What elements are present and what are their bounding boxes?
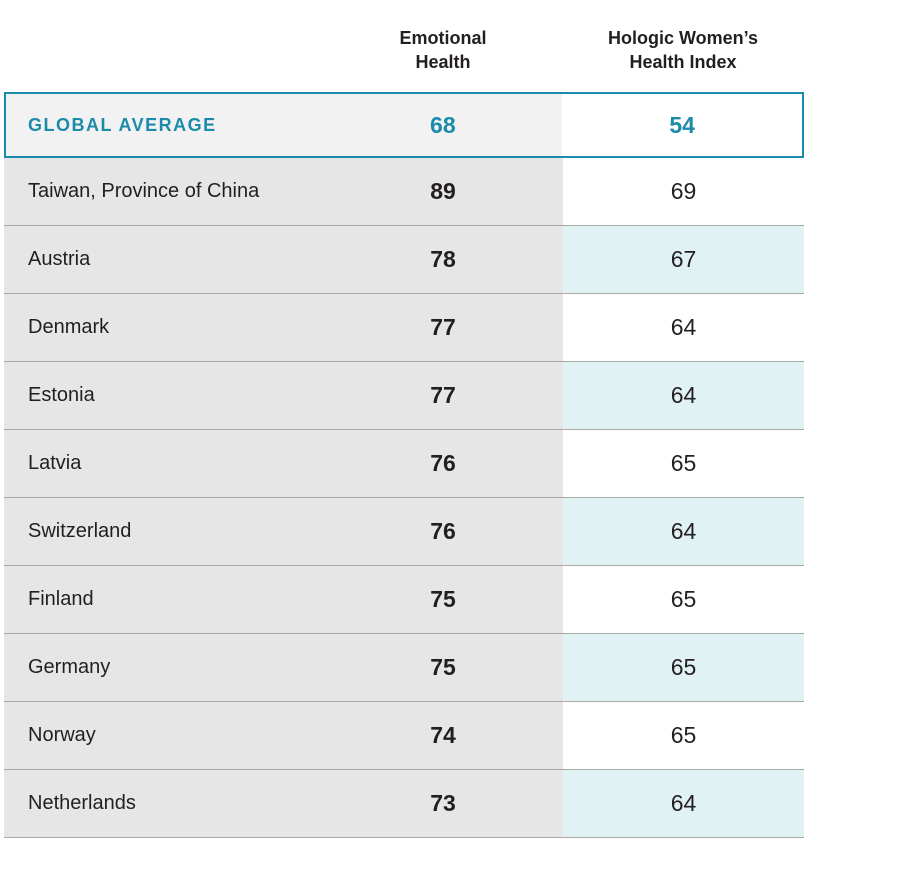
column-header-line: Health Index — [629, 52, 737, 72]
hwhi-value: 65 — [563, 634, 804, 701]
country-name: Netherlands — [4, 770, 323, 837]
hwhi-value: 64 — [563, 770, 804, 837]
emotional-health-value: 77 — [323, 294, 563, 361]
emotional-health-value: 77 — [323, 362, 563, 429]
table-row: Norway 74 65 — [4, 702, 804, 770]
column-header-line: Hologic Women’s — [607, 28, 758, 48]
country-name: Austria — [4, 226, 323, 293]
column-header-line: Emotional — [399, 28, 487, 48]
country-name: Germany — [4, 634, 323, 701]
hwhi-value: 64 — [563, 362, 804, 429]
hwhi-value: 64 — [563, 498, 804, 565]
table-row: Estonia 77 64 — [4, 362, 804, 430]
global-average-emotional-health: 68 — [323, 94, 563, 156]
country-name: Norway — [4, 702, 323, 769]
table-row: Germany 75 65 — [4, 634, 804, 702]
table-row: Finland 75 65 — [4, 566, 804, 634]
emotional-health-value: 75 — [323, 634, 563, 701]
table-row: Austria 78 67 — [4, 226, 804, 294]
country-name: Switzerland — [4, 498, 323, 565]
table-row: Denmark 77 64 — [4, 294, 804, 362]
emotional-health-value: 76 — [323, 430, 563, 497]
hwhi-value: 65 — [563, 430, 804, 497]
hwhi-value: 67 — [563, 226, 804, 293]
table-row: Netherlands 73 64 — [4, 770, 804, 838]
emotional-health-value: 78 — [323, 226, 563, 293]
country-name: Taiwan, Province of China — [4, 158, 323, 225]
hwhi-value: 69 — [563, 158, 804, 225]
table-row: Switzerland 76 64 — [4, 498, 804, 566]
country-rows: Taiwan, Province of China 89 69 Austria 78 67… — [4, 158, 804, 838]
hwhi-value: 65 — [563, 566, 804, 633]
global-average-row: GLOBAL AVERAGE 68 54 — [4, 92, 804, 158]
emotional-health-value: 73 — [323, 770, 563, 837]
country-name: Estonia — [4, 362, 323, 429]
emotional-health-value: 75 — [323, 566, 563, 633]
table-row: Taiwan, Province of China 89 69 — [4, 158, 804, 226]
data-table: GLOBAL AVERAGE 68 54 Taiwan, Province of… — [4, 92, 804, 838]
emotional-health-value: 74 — [323, 702, 563, 769]
country-name: Latvia — [4, 430, 323, 497]
column-header-emotional-health: Emotional Health — [323, 26, 563, 74]
country-name: Denmark — [4, 294, 323, 361]
column-header-hwhi: Hologic Women’s Health Index — [563, 26, 803, 74]
column-header-line: Health — [415, 52, 471, 72]
hwhi-value: 65 — [563, 702, 804, 769]
table-row: Latvia 76 65 — [4, 430, 804, 498]
hwhi-value: 64 — [563, 294, 804, 361]
global-average-label: GLOBAL AVERAGE — [6, 94, 324, 156]
emotional-health-value: 89 — [323, 158, 563, 225]
emotional-health-value: 76 — [323, 498, 563, 565]
country-name: Finland — [4, 566, 323, 633]
global-average-hwhi: 54 — [562, 94, 802, 156]
